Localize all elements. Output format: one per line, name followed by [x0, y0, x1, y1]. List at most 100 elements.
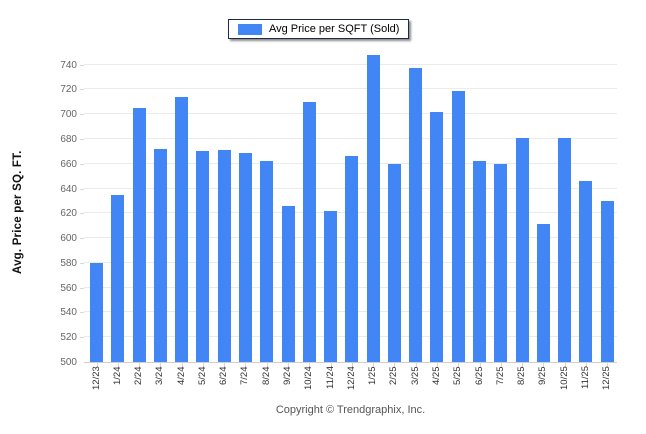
x-tick-mark — [117, 363, 119, 367]
x-tick-mark — [607, 363, 609, 367]
x-tick-mark — [139, 363, 141, 367]
y-tick-mark — [80, 163, 84, 165]
bar — [281, 205, 295, 362]
y-axis-tick-label: 580 — [60, 257, 77, 269]
x-axis-tick-label: 8/25 — [516, 366, 528, 386]
x-axis-tick-label: 9/25 — [537, 366, 549, 386]
y-tick-mark — [80, 287, 84, 289]
x-tick-mark — [309, 363, 311, 367]
x-axis-tick-label: 6/25 — [473, 366, 485, 386]
bar — [260, 161, 274, 362]
bar — [175, 96, 189, 362]
y-axis-tick-label: 500 — [60, 357, 77, 368]
x-axis-tick-label: 1/25 — [367, 366, 379, 386]
bar — [324, 210, 338, 362]
x-tick-mark — [543, 363, 545, 367]
x-axis-tick-label: 5/24 — [196, 366, 208, 386]
x-axis-tick-label: 9/24 — [282, 366, 294, 386]
y-tick-mark — [80, 262, 84, 264]
y-tick-mark — [80, 188, 84, 190]
x-axis-tick-label: 1/24 — [111, 366, 123, 386]
y-axis-tick-label: 660 — [60, 158, 77, 170]
x-axis-tick-label: 10/25 — [558, 366, 570, 390]
gridline — [84, 88, 617, 90]
x-axis-tick-label: 11/24 — [324, 365, 336, 389]
y-axis-tick-label: 640 — [60, 183, 77, 195]
bar — [473, 161, 487, 362]
x-axis-tick-label: 11/25 — [579, 365, 591, 389]
x-tick-mark — [436, 363, 438, 367]
x-tick-mark — [330, 363, 332, 367]
gridline — [84, 137, 617, 139]
bar — [579, 181, 593, 362]
x-tick-mark — [564, 363, 566, 367]
bar — [387, 163, 401, 362]
x-axis-tick-label: 7/25 — [494, 366, 506, 386]
y-tick-mark — [80, 337, 84, 339]
x-axis-tick-label: 3/24 — [154, 366, 166, 386]
x-tick-mark — [479, 363, 481, 367]
gridline — [84, 113, 617, 115]
legend-label: Avg Price per SQFT (Sold) — [269, 23, 400, 35]
x-axis-tick-label: 12/23 — [90, 366, 102, 390]
x-tick-mark — [415, 363, 417, 367]
x-axis-tick-label: 12/25 — [601, 366, 613, 390]
y-axis-tick-label: 700 — [60, 109, 77, 121]
x-tick-mark — [585, 363, 587, 367]
x-axis-tick-label: 8/24 — [260, 366, 272, 386]
bar — [302, 101, 316, 362]
x-axis-tick-label: 3/25 — [409, 366, 421, 386]
copyright-text: Copyright © Trendgraphix, Inc. — [275, 404, 426, 416]
y-tick-mark — [80, 114, 84, 116]
bar — [536, 224, 550, 362]
bar — [366, 54, 380, 362]
bar — [238, 152, 252, 362]
x-tick-mark — [288, 363, 290, 367]
legend: Avg Price per SQFT (Sold) — [228, 19, 410, 39]
x-axis-tick-label: 7/24 — [239, 366, 251, 386]
x-axis-tick-label: 12/24 — [345, 366, 357, 390]
x-tick-mark — [160, 363, 162, 367]
x-tick-mark — [181, 363, 183, 367]
bar — [494, 163, 508, 362]
bar — [451, 90, 465, 362]
x-tick-mark — [96, 363, 98, 367]
y-axis-tick-label: 520 — [60, 332, 77, 344]
y-axis-tick-label: 560 — [60, 282, 77, 294]
gridline — [84, 63, 617, 65]
bar — [132, 108, 146, 362]
x-axis-tick-label: 4/25 — [430, 366, 442, 386]
y-axis-tick-label: 740 — [60, 59, 77, 71]
x-tick-mark — [202, 363, 204, 367]
x-axis-tick-label: 2/24 — [133, 366, 145, 386]
x-axis-tick-label: 6/24 — [218, 366, 230, 386]
x-tick-mark — [373, 363, 375, 367]
x-tick-mark — [500, 363, 502, 367]
y-axis-tick-label: 680 — [60, 133, 77, 145]
bar — [90, 262, 103, 362]
bar — [409, 68, 423, 362]
x-tick-mark — [351, 363, 353, 367]
y-axis-tick-label: 600 — [60, 233, 77, 245]
x-axis-tick-label: 10/24 — [303, 366, 315, 390]
bar — [430, 111, 444, 362]
y-axis-tick-label: 620 — [60, 208, 77, 220]
x-axis-tick-label: 5/25 — [452, 366, 464, 386]
bar — [111, 194, 125, 362]
x-tick-mark — [266, 363, 268, 367]
bar — [515, 137, 529, 362]
y-tick-mark — [80, 89, 84, 91]
bar — [153, 148, 167, 362]
y-tick-mark — [80, 213, 84, 215]
legend-swatch-icon — [238, 23, 262, 35]
x-tick-mark — [224, 363, 226, 367]
x-tick-mark — [245, 363, 247, 367]
y-axis-tick-label: 540 — [60, 307, 77, 319]
x-axis-tick-label: 4/24 — [175, 366, 187, 386]
y-tick-mark — [80, 64, 84, 66]
bar — [345, 156, 359, 362]
y-tick-mark — [80, 138, 84, 140]
x-tick-mark — [522, 363, 524, 367]
bar — [217, 150, 231, 362]
